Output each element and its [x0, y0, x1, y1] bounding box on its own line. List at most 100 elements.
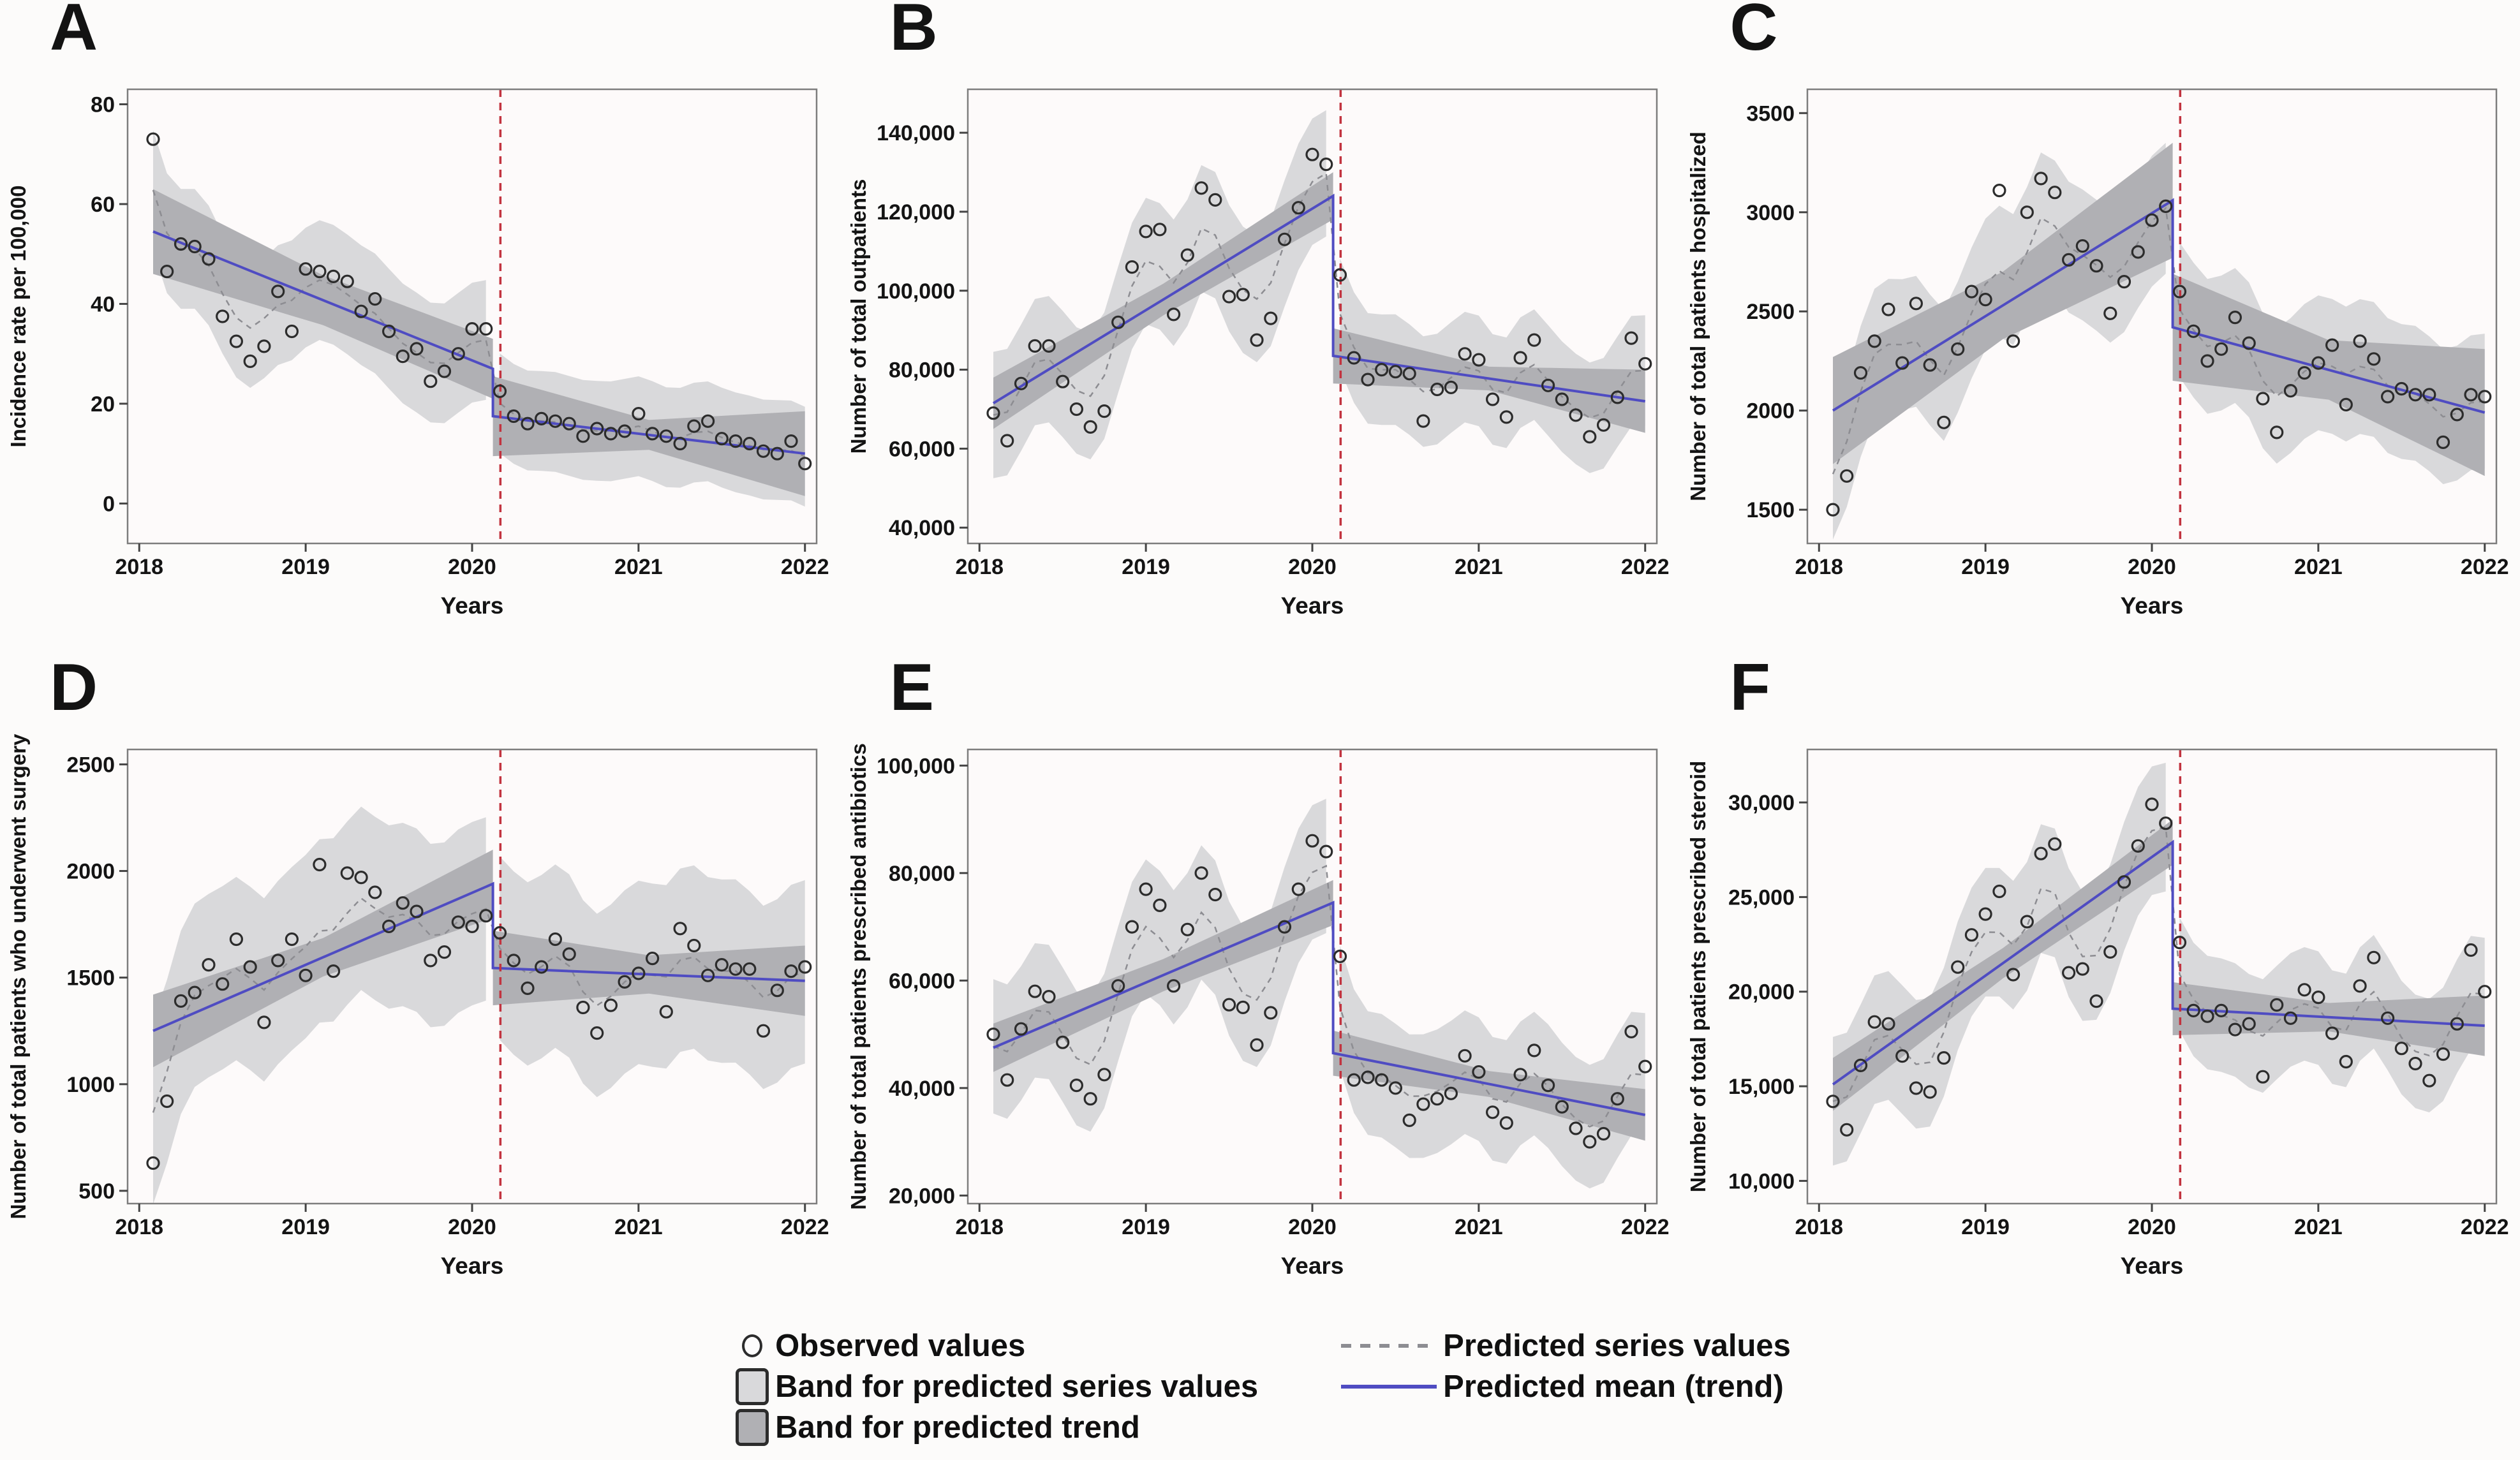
observed-point [1028, 339, 1042, 353]
observed-point [2145, 797, 2159, 811]
observed-point [271, 954, 285, 968]
observed-point [2395, 381, 2409, 396]
observed-point [1826, 503, 1840, 517]
y-tick-label: 60,000 [889, 437, 955, 461]
y-tick-label: 80 [91, 92, 115, 117]
observed-point [1840, 469, 1854, 483]
observed-point [465, 321, 479, 336]
observed-point [2020, 915, 2035, 929]
observed-point [521, 981, 535, 996]
panel-E: E 20,000 40,000 60,000 80,000 100,000 2018 2019… [840, 651, 1680, 1320]
observed-point [1208, 193, 1222, 207]
observed-point [326, 269, 341, 283]
observed-point [1222, 998, 1236, 1012]
observed-point [2436, 435, 2450, 450]
y-tick-label: 10,000 [1728, 1169, 1795, 1193]
observed-point [2200, 354, 2214, 368]
x-tick-label: 2022 [781, 1215, 829, 1239]
observed-point [2131, 839, 2146, 853]
observed-point [1180, 248, 1194, 262]
observed-point [604, 427, 618, 441]
x-axis-label: Years [2121, 1253, 2184, 1279]
x-tick-label: 2018 [1795, 1215, 1844, 1239]
observed-point [1388, 365, 1402, 379]
band-outer-post [1340, 258, 1645, 473]
observed-point [1374, 1073, 1388, 1087]
observed-point [1277, 920, 1291, 934]
observed-point [2062, 253, 2076, 267]
observed-point [1840, 1123, 1854, 1137]
observed-point [1250, 333, 1264, 347]
predicted-mean-line-icon [1341, 1385, 1437, 1389]
y-axis-label: Number of total patients hospitalized [1686, 131, 1710, 501]
observed-point [770, 984, 784, 998]
observed-point [1569, 1121, 1583, 1135]
legend-col-left: Observed values Band for predicted serie… [729, 1325, 1258, 1448]
x-tick-label: 2021 [2294, 555, 2343, 579]
observed-point [2325, 338, 2339, 352]
observed-point [174, 994, 188, 1008]
observed-point [604, 998, 618, 1012]
observed-point [1867, 334, 1882, 348]
observed-point [2367, 352, 2381, 366]
observed-point [340, 274, 354, 288]
observed-point [618, 975, 632, 989]
observed-point [1638, 1059, 1652, 1073]
observed-point [2256, 1070, 2270, 1084]
legend-label-pred-series: Predicted series values [1443, 1329, 1791, 1363]
observed-point [1236, 288, 1250, 302]
y-tick-label: 100,000 [877, 279, 955, 304]
chart-C: 1500 2000 2500 3000 3500 2018 2019 2020 2021 2022… [1686, 88, 2509, 619]
observed-point [1499, 1116, 1513, 1130]
observed-point [2228, 311, 2242, 325]
observed-point [2381, 390, 2395, 404]
plot-layers-C [1832, 142, 2486, 540]
panel-label-E: E [889, 651, 934, 725]
observed-point [645, 427, 660, 441]
observed-point [1388, 1081, 1402, 1095]
observed-point [2284, 383, 2298, 398]
observed-point [2478, 390, 2492, 404]
panels-grid: A 0 20 40 60 80 2018 2019 2020 2021 2022 Years Incid… [0, 0, 2509, 1320]
observed-point [1471, 1065, 1486, 1079]
observed-point [1319, 158, 1333, 172]
observed-point [1291, 201, 1305, 215]
observed-point [986, 1027, 1000, 1042]
observed-point [2089, 259, 2103, 273]
observed-point [2117, 875, 2131, 889]
y-tick-label: 40,000 [889, 516, 955, 540]
observed-point [1319, 844, 1333, 859]
observed-point [257, 339, 271, 353]
observed-point [507, 954, 521, 968]
observed-point [2284, 1011, 2298, 1025]
observed-point [382, 324, 396, 339]
y-tick-label: 60,000 [889, 969, 955, 993]
observed-points [146, 132, 812, 471]
observed-point [1347, 351, 1361, 365]
observed-point [1499, 410, 1513, 424]
predicted-mean-line [152, 881, 805, 1033]
observed-point [1014, 1022, 1028, 1036]
y-tick-label: 2500 [66, 753, 115, 777]
x-tick-label: 2022 [1621, 555, 1670, 579]
x-tick-label: 2020 [448, 1215, 496, 1239]
band-inner-pre [1833, 142, 2173, 464]
observed-point [1347, 1073, 1361, 1087]
observed-point [700, 414, 715, 428]
observed-point [340, 866, 354, 880]
legend-item-pred-mean: Predicted mean (trend) [1335, 1366, 1791, 1407]
observed-point [1582, 1135, 1597, 1149]
observed-point [2311, 990, 2325, 1005]
observed-point [1402, 367, 1416, 381]
observed-point [1881, 1017, 1895, 1031]
observed-point [2228, 1022, 2242, 1036]
x-axis-label: Years [1280, 1253, 1344, 1279]
x-tick-label: 2022 [2461, 1215, 2509, 1239]
observed-point [1624, 331, 1638, 345]
observed-point [1951, 960, 1965, 974]
panel-D: D 500 1000 1500 2000 2500 2018 2019 2020 2021 2022… [0, 651, 840, 1320]
observed-point [424, 954, 438, 968]
observed-point [2173, 284, 2187, 299]
predicted-mean-line [992, 901, 1645, 1116]
observed-point [465, 919, 479, 933]
